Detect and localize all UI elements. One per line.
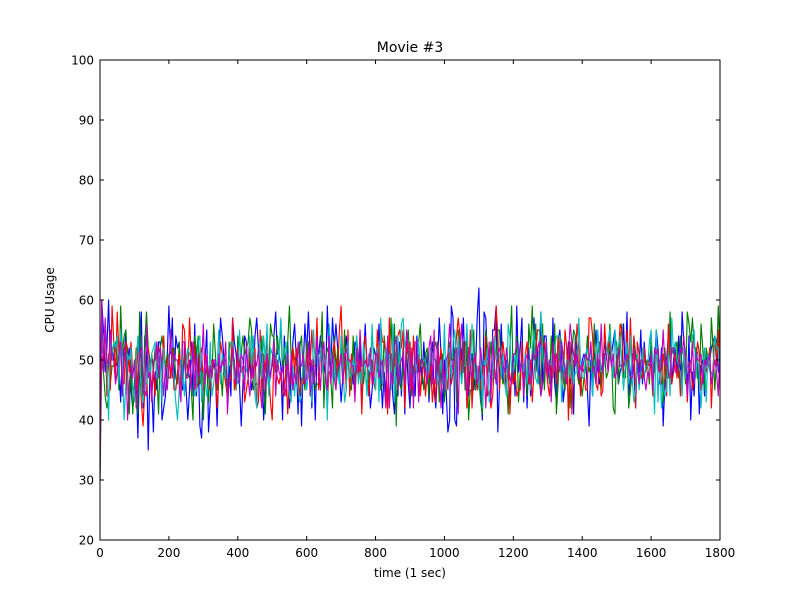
- x-tick-label: 1200: [498, 546, 529, 560]
- y-axis-label: CPU Usage: [43, 267, 57, 333]
- x-axis: 0 200 400 600 800 1000 1200 1400 1600 1800: [96, 60, 735, 560]
- x-axis-label: time (1 sec): [374, 566, 446, 580]
- y-tick-label: 50: [79, 354, 94, 368]
- y-tick-label: 70: [79, 234, 94, 248]
- y-tick-label: 20: [79, 534, 94, 548]
- x-tick-label: 1000: [429, 546, 460, 560]
- x-tick-label: 1600: [636, 546, 667, 560]
- x-tick-label: 200: [157, 546, 180, 560]
- x-tick-label: 0: [96, 546, 104, 560]
- y-tick-label: 60: [79, 294, 94, 308]
- y-tick-label: 100: [71, 54, 94, 68]
- y-tick-label: 30: [79, 474, 94, 488]
- x-tick-label: 600: [295, 546, 318, 560]
- y-tick-label: 40: [79, 414, 94, 428]
- x-tick-label: 1400: [567, 546, 598, 560]
- series-layer: [100, 287, 720, 481]
- plot-area: [100, 60, 720, 540]
- series-line-5: [100, 299, 720, 475]
- x-tick-label: 1800: [705, 546, 736, 560]
- x-tick-label: 800: [364, 546, 387, 560]
- y-tick-label: 90: [79, 114, 94, 128]
- chart-title: Movie #3: [377, 40, 444, 56]
- y-tick-label: 80: [79, 174, 94, 188]
- y-axis: 20 30 40 50 60 70 80 90 100: [71, 54, 720, 548]
- x-tick-label: 400: [226, 546, 249, 560]
